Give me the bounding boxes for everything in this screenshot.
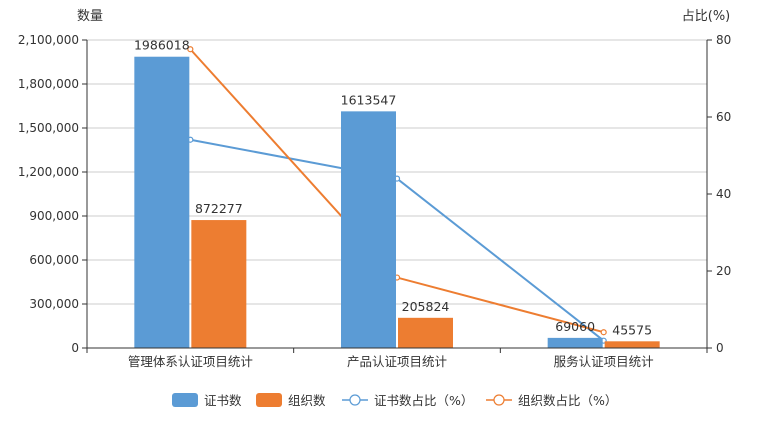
legend-swatch-icon	[256, 393, 282, 407]
legend-label: 证书数占比（%）	[374, 393, 473, 408]
line-marker	[600, 329, 607, 336]
right-tick-label: 40	[716, 187, 731, 201]
percentage-lines	[187, 46, 607, 344]
bar	[191, 220, 247, 348]
legend-label: 组织数	[288, 393, 326, 408]
left-tick-label: 600,000	[29, 253, 79, 267]
right-tick-label: 80	[716, 33, 731, 47]
legend-label: 证书数	[204, 393, 242, 408]
bar	[547, 337, 603, 348]
legend-item[interactable]: 组织数占比（%）	[486, 393, 617, 408]
bar-value-labels: 1986018 1613547 69060 872277 205824 45575	[134, 38, 652, 338]
left-tick-label: 1,500,000	[18, 121, 79, 135]
left-tick-label: 900,000	[29, 209, 79, 223]
legend-item[interactable]: 组织数	[256, 393, 326, 408]
bar	[398, 317, 453, 348]
category-label: 管理体系认证项目统计	[128, 354, 253, 369]
left-tick-label: 1,800,000	[18, 77, 79, 91]
legend-item[interactable]: 证书数	[172, 393, 242, 408]
legend: 证书数 组织数 证书数占比（%） 组织数占比（%）	[172, 393, 617, 408]
legend-item[interactable]: 证书数占比（%）	[342, 393, 473, 408]
grid-lines	[87, 39, 707, 305]
bar	[341, 111, 396, 349]
right-tick-label: 20	[716, 264, 731, 278]
left-tick-label: 2,100,000	[18, 33, 79, 47]
bar	[604, 341, 660, 348]
left-tick-label: 1,200,000	[18, 165, 79, 179]
bar-value-label: 205824	[402, 299, 450, 314]
line-series	[190, 138, 605, 342]
line-marker	[187, 46, 194, 53]
bar-value-label: 872277	[195, 201, 243, 216]
right-axis-title: 占比(%)	[682, 9, 731, 24]
left-tick-label: 0	[71, 341, 79, 355]
left-tick-label: 300,000	[29, 297, 79, 311]
bar-value-label: 69060	[555, 319, 595, 334]
left-axis-title: 数量	[77, 9, 103, 24]
category-label: 产品认证项目统计	[347, 354, 447, 369]
axes: 0 300,000 600,000 900,000 1,200,000 1,500,000…	[18, 33, 731, 369]
bar-series	[134, 56, 660, 349]
bar-value-label: 1986018	[134, 38, 190, 53]
category-label: 服务认证项目统计	[554, 354, 654, 369]
legend-label: 组织数占比（%）	[518, 393, 617, 408]
bar-value-label: 1613547	[341, 92, 397, 107]
right-tick-label: 0	[716, 341, 724, 355]
line-series	[189, 48, 604, 334]
right-tick-label: 60	[716, 110, 731, 124]
bar-value-label: 45575	[612, 322, 652, 337]
legend-swatch-icon	[172, 393, 198, 407]
bar	[134, 56, 190, 349]
